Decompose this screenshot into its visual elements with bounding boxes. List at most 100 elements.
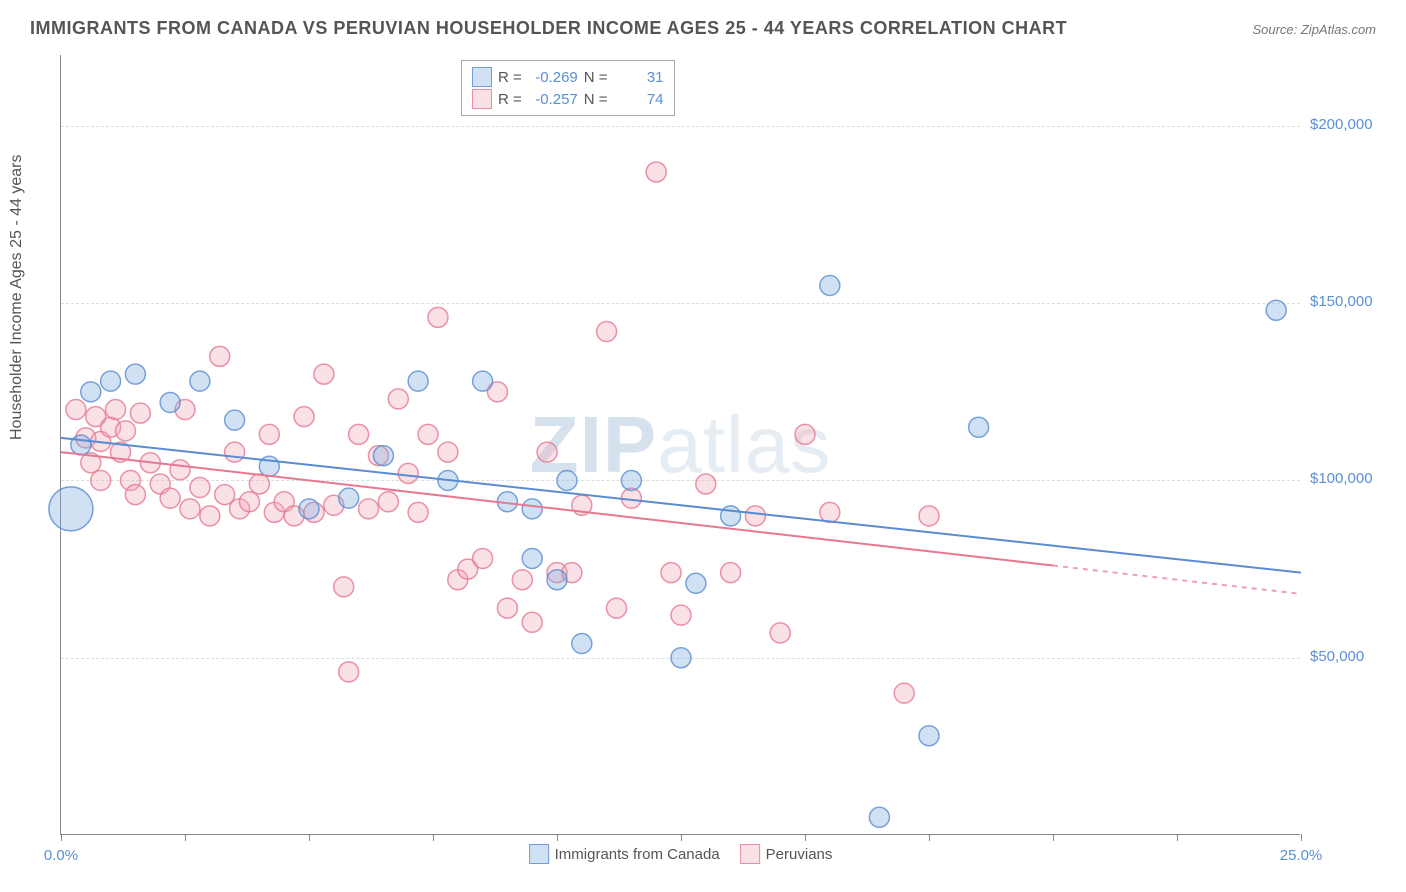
scatter-point <box>607 598 627 618</box>
scatter-point <box>106 400 126 420</box>
n-value-series1: 31 <box>614 69 664 86</box>
scatter-point <box>170 460 190 480</box>
x-tick <box>929 834 930 841</box>
scatter-point <box>919 726 939 746</box>
scatter-point <box>160 488 180 508</box>
x-tick <box>433 834 434 841</box>
scatter-point <box>721 563 741 583</box>
chart-title: IMMIGRANTS FROM CANADA VS PERUVIAN HOUSE… <box>30 18 1067 39</box>
scatter-point <box>225 442 245 462</box>
scatter-point <box>621 470 641 490</box>
bottom-legend: Immigrants from Canada Peruvians <box>529 844 833 864</box>
scatter-point <box>894 683 914 703</box>
scatter-point <box>299 499 319 519</box>
r-value-series2: -0.257 <box>528 91 578 108</box>
scatter-point <box>770 623 790 643</box>
r-value-series1: -0.269 <box>528 69 578 86</box>
scatter-point <box>686 573 706 593</box>
y-tick-label: $100,000 <box>1310 470 1390 487</box>
scatter-point <box>91 470 111 490</box>
scatter-point <box>795 424 815 444</box>
scatter-point <box>49 487 93 531</box>
scatter-point <box>522 548 542 568</box>
correlation-row-series1: R = -0.269 N = 31 <box>472 67 664 87</box>
scatter-point <box>696 474 716 494</box>
scatter-point <box>130 403 150 423</box>
scatter-point <box>969 417 989 437</box>
scatter-point <box>339 662 359 682</box>
swatch-series2 <box>472 89 492 109</box>
scatter-point <box>200 506 220 526</box>
scatter-point <box>522 499 542 519</box>
x-tick <box>681 834 682 841</box>
scatter-point <box>522 612 542 632</box>
n-label: N = <box>584 69 608 86</box>
x-tick <box>185 834 186 841</box>
scatter-point <box>259 424 279 444</box>
scatter-point <box>597 322 617 342</box>
scatter-point <box>820 502 840 522</box>
plot-area: ZIPatlas R = -0.269 N = 31 R = -0.257 N … <box>60 55 1300 835</box>
legend-swatch-series2 <box>740 844 760 864</box>
legend-label-series1: Immigrants from Canada <box>555 846 720 863</box>
scatter-point <box>869 807 889 827</box>
scatter-point <box>294 407 314 427</box>
source-attribution: Source: ZipAtlas.com <box>1252 22 1376 37</box>
legend-swatch-series1 <box>529 844 549 864</box>
scatter-point <box>339 488 359 508</box>
x-tick <box>557 834 558 841</box>
scatter-point <box>160 392 180 412</box>
x-tick <box>309 834 310 841</box>
scatter-point <box>398 463 418 483</box>
x-tick <box>1177 834 1178 841</box>
scatter-point <box>373 446 393 466</box>
x-tick <box>805 834 806 841</box>
scatter-point <box>671 605 691 625</box>
scatter-point <box>378 492 398 512</box>
scatter-point <box>388 389 408 409</box>
scatter-point <box>408 502 428 522</box>
scatter-point <box>497 598 517 618</box>
correlation-box: R = -0.269 N = 31 R = -0.257 N = 74 <box>461 60 675 116</box>
scatter-point <box>225 410 245 430</box>
scatter-point <box>473 371 493 391</box>
scatter-point <box>428 307 448 327</box>
x-tick-label: 25.0% <box>1280 847 1323 864</box>
scatter-point <box>314 364 334 384</box>
r-label: R = <box>498 91 522 108</box>
scatter-point <box>1266 300 1286 320</box>
scatter-point <box>81 382 101 402</box>
scatter-point <box>408 371 428 391</box>
scatter-point <box>190 478 210 498</box>
y-tick-label: $200,000 <box>1310 116 1390 133</box>
scatter-point <box>438 442 458 462</box>
scatter-point <box>359 499 379 519</box>
scatter-point <box>661 563 681 583</box>
y-axis-label: Householder Income Ages 25 - 44 years <box>8 155 26 441</box>
scatter-point <box>671 648 691 668</box>
scatter-point <box>115 421 135 441</box>
scatter-point <box>180 499 200 519</box>
swatch-series1 <box>472 67 492 87</box>
r-label: R = <box>498 69 522 86</box>
scatter-point <box>557 470 577 490</box>
scatter-point <box>745 506 765 526</box>
scatter-point <box>473 548 493 568</box>
scatter-point <box>66 400 86 420</box>
scatter-point <box>125 364 145 384</box>
y-tick-label: $50,000 <box>1310 648 1390 665</box>
legend-label-series2: Peruvians <box>766 846 833 863</box>
scatter-point <box>919 506 939 526</box>
scatter-point <box>418 424 438 444</box>
scatter-point <box>646 162 666 182</box>
n-value-series2: 74 <box>614 91 664 108</box>
x-tick-label: 0.0% <box>44 847 78 864</box>
correlation-row-series2: R = -0.257 N = 74 <box>472 89 664 109</box>
scatter-point <box>572 634 592 654</box>
trend-line-dashed <box>1053 566 1301 594</box>
scatter-point <box>190 371 210 391</box>
scatter-point <box>547 570 567 590</box>
scatter-point <box>537 442 557 462</box>
scatter-point <box>512 570 532 590</box>
x-tick <box>1301 834 1302 841</box>
